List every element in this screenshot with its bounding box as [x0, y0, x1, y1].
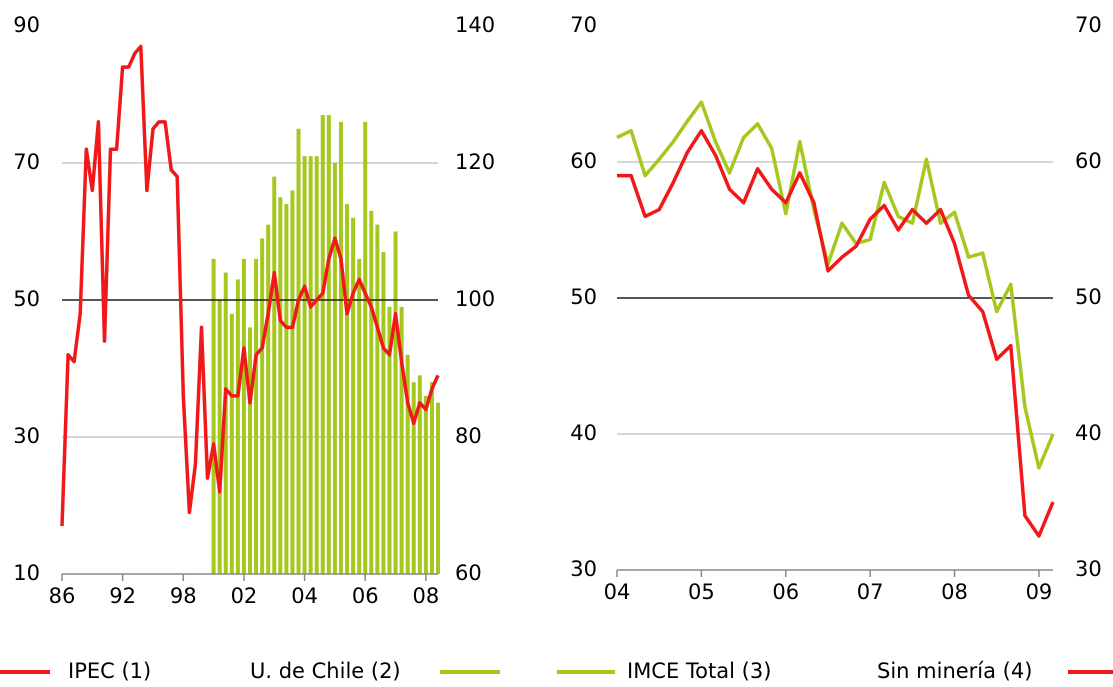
- bar: [326, 115, 331, 575]
- y2-tick-label: 100: [455, 287, 495, 311]
- y-tick-label: 30: [570, 557, 597, 581]
- bar: [296, 128, 301, 574]
- x-tick-label: 02: [231, 584, 258, 608]
- bar: [423, 395, 428, 574]
- bar: [314, 156, 319, 574]
- x-tick-label: 86: [49, 584, 76, 608]
- bar: [211, 258, 216, 574]
- bar: [363, 121, 368, 575]
- bar: [278, 197, 283, 574]
- bar: [351, 217, 356, 575]
- x-tick-label: 09: [1026, 580, 1053, 604]
- bar: [241, 258, 246, 574]
- bar: [248, 327, 252, 574]
- bar: [266, 224, 271, 574]
- legend-label: Sin minería (4): [877, 659, 1032, 683]
- y2-tick-label: 80: [455, 424, 482, 448]
- bar: [254, 258, 259, 574]
- bar: [302, 156, 307, 574]
- bar: [217, 300, 222, 574]
- y-tick-label: 70: [13, 150, 40, 174]
- y-tick-label: 50: [13, 287, 40, 311]
- y2-tick-label: 40: [1075, 421, 1102, 445]
- bar: [357, 258, 362, 574]
- bar: [393, 231, 398, 574]
- bar: [387, 306, 392, 574]
- bar: [417, 375, 422, 574]
- x-tick-label: 06: [352, 584, 379, 608]
- bar: [375, 224, 380, 574]
- legend-label: IPEC (1): [68, 659, 151, 683]
- y-tick-label: 40: [570, 421, 597, 445]
- line: [60, 44, 440, 527]
- bar: [369, 210, 374, 574]
- bar: [320, 115, 325, 575]
- y2-tick-label: 140: [455, 13, 495, 37]
- y-tick-label: 10: [13, 561, 40, 585]
- line: [616, 100, 1055, 470]
- bar: [399, 306, 404, 574]
- y-tick-label: 70: [570, 13, 597, 37]
- y2-tick-label: 60: [1075, 149, 1102, 173]
- x-tick-label: 07: [857, 580, 884, 604]
- bar: [345, 204, 350, 574]
- bar: [235, 279, 240, 574]
- x-tick-label: 04: [291, 584, 318, 608]
- bar: [332, 163, 337, 574]
- bar: [308, 156, 313, 574]
- x-tick-label: 08: [413, 584, 440, 608]
- y-tick-label: 50: [570, 285, 597, 309]
- legend-label: IMCE Total (3): [627, 659, 771, 683]
- bar: [436, 402, 440, 574]
- y2-tick-label: 70: [1075, 13, 1102, 37]
- x-tick-label: 08: [941, 580, 968, 604]
- bar: [405, 354, 410, 574]
- line: [617, 128, 1055, 538]
- y-tick-label: 90: [13, 13, 40, 37]
- bar: [381, 252, 386, 575]
- x-tick-label: 98: [170, 584, 197, 608]
- x-tick-label: 05: [688, 580, 715, 604]
- legend-label: U. de Chile (2): [250, 659, 401, 683]
- bar: [223, 272, 228, 574]
- bar: [284, 204, 289, 574]
- y-tick-label: 60: [570, 149, 597, 173]
- x-tick-label: 92: [109, 584, 136, 608]
- y2-tick-label: 60: [455, 561, 482, 585]
- bar: [290, 190, 295, 574]
- x-tick-label: 06: [772, 580, 799, 604]
- bar: [229, 313, 234, 574]
- bar: [272, 176, 277, 574]
- x-tick-label: 04: [604, 580, 631, 604]
- bar: [429, 382, 434, 574]
- y2-tick-label: 30: [1075, 557, 1102, 581]
- bar: [260, 238, 265, 574]
- y2-tick-label: 50: [1075, 285, 1102, 309]
- y2-tick-label: 120: [455, 150, 495, 174]
- bar: [338, 121, 343, 575]
- bar: [411, 382, 416, 574]
- y-tick-label: 30: [13, 424, 40, 448]
